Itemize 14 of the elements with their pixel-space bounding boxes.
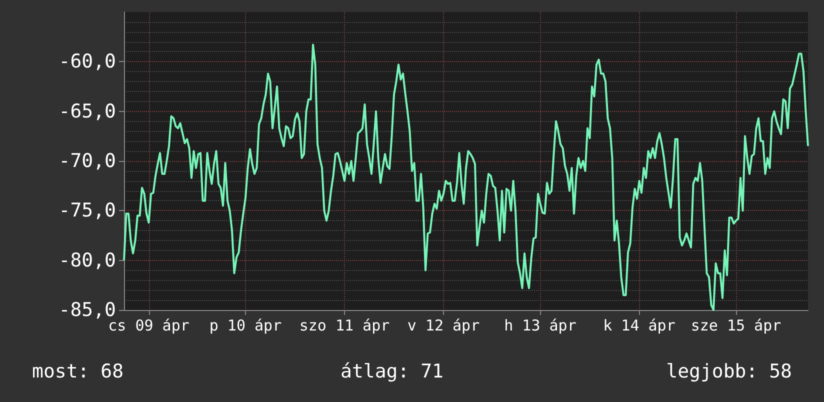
y-tick-label: -80,0 <box>58 249 116 272</box>
y-tick-label: -60,0 <box>58 50 116 73</box>
y-tick-label: -70,0 <box>58 150 116 172</box>
x-tick-label: v 12 ápr <box>407 316 480 334</box>
text: átlag: 71 <box>340 360 444 382</box>
text: most: 68 <box>32 360 124 382</box>
x-tick-label: k 14 ápr <box>603 316 676 334</box>
x-tick-label: p 10 ápr <box>209 316 282 334</box>
text: legjobb: 58 <box>666 360 792 382</box>
y-tick-label: -65,0 <box>58 100 116 122</box>
y-tick-label: -75,0 <box>58 200 116 222</box>
x-tick-label: szo 11 ápr <box>299 316 390 334</box>
x-tick-label: h 13 ápr <box>504 316 576 334</box>
x-tick-label: sze 15 ápr <box>690 316 782 334</box>
